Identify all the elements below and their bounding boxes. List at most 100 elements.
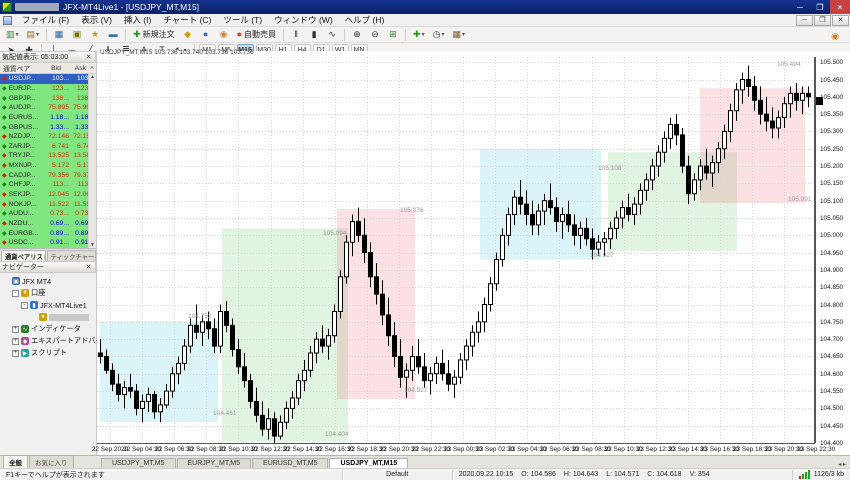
market-watch-row[interactable]: ◆ AUDU... 0.73... 0.73...: [0, 208, 96, 219]
market-watch-row[interactable]: ◆ CADJP... 79.356 79.371: [0, 170, 96, 181]
bar-chart-button[interactable]: ‖: [288, 28, 304, 42]
data-window-button[interactable]: ▣: [69, 28, 85, 42]
tab-scroll-arrows[interactable]: ◂ ▸: [838, 462, 846, 468]
arrows-button[interactable]: ↖▾: [172, 43, 190, 57]
cursor-button[interactable]: ➤: [7, 44, 15, 55]
minimize-button[interactable]: ─: [797, 2, 803, 12]
scrollbar-up-icon[interactable]: ▲: [90, 74, 95, 80]
market-watch-tab[interactable]: 通貨ペアリスト: [1, 250, 46, 261]
panel-tab[interactable]: お気に入り: [29, 455, 74, 468]
market-watch-row[interactable]: ◆ USDC... 0.91... 0.91...: [0, 237, 96, 248]
navigator-item-スクリプト[interactable]: + ▶ スクリプト: [0, 347, 96, 359]
news-button[interactable]: ◉: [216, 28, 232, 42]
navigator-item-JFX-MT4Live1[interactable]: - ▮ JFX-MT4Live1: [0, 299, 96, 311]
status-profile[interactable]: Default: [343, 469, 453, 480]
indicators-button[interactable]: ✚ ▾: [410, 28, 428, 42]
candlestick-button[interactable]: ▮: [306, 28, 322, 42]
panel-tab[interactable]: 全般: [3, 455, 28, 468]
tree-expander-icon[interactable]: +: [12, 349, 19, 357]
chart-window[interactable]: USDJPY_MT,M15 103.736 103.740 103.736 10…: [92, 49, 850, 455]
navigator-close-icon[interactable]: ✕: [85, 264, 92, 271]
line-chart-button[interactable]: ∿: [324, 28, 340, 42]
vertical-line-button[interactable]: │: [51, 45, 57, 55]
symbol-cell: ◆ NOKJP...: [0, 201, 46, 208]
market-watch-row[interactable]: ◆ ZARJP... 6.741 6.749: [0, 141, 96, 152]
close-button[interactable]: ✕: [830, 0, 850, 14]
templates-button[interactable]: ▦ ▾: [449, 28, 468, 42]
tree-expander-icon[interactable]: +: [12, 337, 19, 345]
market-watch-row[interactable]: ◆ EURJP... 123... 123...: [0, 83, 96, 94]
market-watch-row[interactable]: ◆ NZDJP... 72.146 72.155: [0, 131, 96, 142]
market-watch-row[interactable]: ◆ NZDU... 0.69... 0.69...: [0, 218, 96, 229]
child-minimize-button[interactable]: ─: [796, 14, 813, 26]
market-watch-button[interactable]: ▦: [51, 28, 67, 42]
market-watch-row[interactable]: ◆ GBPJP... 138... 138...: [0, 93, 96, 103]
market-watch-row[interactable]: ◆ USDJP... 103... 103...: [0, 74, 96, 84]
symbols-button[interactable]: ●: [198, 28, 214, 42]
new-order-button[interactable]: ✚ 新規注文: [130, 28, 178, 42]
menu-item-4[interactable]: ツール (T): [223, 14, 263, 25]
menu-item-6[interactable]: ヘルプ (H): [344, 14, 385, 25]
text-button[interactable]: A: [140, 45, 147, 55]
zoom-in-button[interactable]: ⊕: [349, 28, 365, 42]
horizontal-line-button[interactable]: ─: [68, 45, 76, 55]
navigator-item-エキスパートアドバイザ[interactable]: + ◆ エキスパートアドバイザ: [0, 335, 110, 347]
navigator-item[interactable]: ●: [0, 311, 96, 323]
tile-windows-button[interactable]: ⊞: [385, 28, 401, 42]
candlestick-chart[interactable]: 104.752 104.461 104.404 104.527 105.094 105.0…: [97, 57, 815, 443]
periods-button[interactable]: ◷ ▾: [430, 28, 448, 42]
market-watch-row[interactable]: ◆ TRYJP... 13.525 13.582: [0, 151, 96, 161]
market-watch-row[interactable]: ◆ SEKJP... 12.045 12.067: [0, 189, 96, 200]
new-chart-button[interactable]: ▥ ▾: [3, 28, 22, 42]
navigator-item-インディケータ[interactable]: + ∿ インディケータ: [0, 323, 96, 335]
terminal-button[interactable]: ▬: [105, 28, 121, 42]
label-button[interactable]: T: [159, 45, 165, 55]
channel-button[interactable]: ∥: [105, 44, 111, 55]
market-watch-row[interactable]: ◆ GBPUS... 1.33... 1.33...: [0, 122, 96, 132]
tree-expander-icon[interactable]: +: [12, 325, 19, 333]
menu-item-0[interactable]: ファイル (F): [22, 14, 70, 25]
tree-expander-icon[interactable]: -: [21, 301, 28, 309]
scrollbar-down-icon[interactable]: ▼: [90, 242, 95, 248]
menu-item-1[interactable]: 表示 (V): [81, 14, 112, 25]
market-watch-close-icon[interactable]: ✕: [85, 54, 92, 61]
market-watch-scrollbar[interactable]: ▲ ▼: [88, 74, 96, 248]
chart-tab[interactable]: EURUSD_MT,M5: [252, 458, 329, 468]
navigator-item-口座[interactable]: - ¥ 口座: [0, 287, 96, 299]
price-axis[interactable]: 105.500 105.450 105.400 105.350 105.300 105.2…: [815, 57, 850, 447]
chart-tab[interactable]: USDJPY_MT,M15: [329, 458, 409, 468]
chart-tab[interactable]: EURJPY_MT,M5: [176, 458, 252, 468]
market-watch-row[interactable]: ◆ CHFJP... 113... 113...: [0, 180, 96, 190]
market-watch-row[interactable]: ◆ NOKJP... 11.522 11.552: [0, 199, 96, 209]
menu-item-2[interactable]: 挿入 (I): [123, 14, 152, 25]
zoom-out-button[interactable]: ⊖: [367, 28, 383, 42]
maximize-button[interactable]: ❒: [816, 2, 824, 12]
child-restore-button[interactable]: ❒: [814, 14, 831, 26]
ask-value: 1.33...: [75, 123, 94, 131]
tree-expander-icon[interactable]: -: [12, 289, 19, 297]
market-watch-row[interactable]: ◆ AUDJP... 75.895 75.902: [0, 102, 96, 113]
scroll-up-icon[interactable]: ˄: [90, 64, 94, 72]
notification-icon[interactable]: ◉: [831, 30, 839, 41]
column-ask[interactable]: Ask: [74, 64, 86, 72]
market-watch-row[interactable]: ◆ EURGB... 0.89... 0.89...: [0, 228, 96, 238]
fibonacci-button[interactable]: ≣: [122, 44, 130, 55]
chart-tab[interactable]: USDJPY_MT,M5: [101, 458, 176, 468]
time-axis[interactable]: 22 Sep 2020 22 Sep 04:30 22 Sep 06:30 22 Se…: [92, 443, 835, 455]
market-watch-tab[interactable]: ティックチャート: [46, 250, 96, 261]
menu-item-5[interactable]: ウィンドウ (W): [274, 14, 333, 25]
market-watch-row[interactable]: ◆ EURUS... 1.18... 1.18...: [0, 112, 96, 123]
column-symbol[interactable]: 通貨ペア: [3, 66, 31, 73]
menu-item-3[interactable]: チャート (C): [163, 14, 212, 25]
child-close-button[interactable]: ✕: [832, 14, 849, 26]
crosshair-button[interactable]: ✚: [25, 44, 33, 55]
chart-plot[interactable]: 104.752 104.461 104.404 104.527 105.094 105.0…: [97, 57, 815, 443]
market-watch-row[interactable]: ◆ MXNJP... 5.172 5.175: [0, 160, 96, 171]
navigator-item-JFX MT4[interactable]: ▣ JFX MT4: [0, 275, 96, 287]
auto-trading-button[interactable]: ● 自動売買: [234, 28, 279, 42]
profiles-button[interactable]: ▤ ▾: [24, 28, 43, 42]
column-bid[interactable]: Bid: [51, 64, 61, 72]
navigator-button[interactable]: ★: [87, 28, 103, 42]
trendline-button[interactable]: ╱: [87, 44, 93, 55]
metaeditor-button[interactable]: ◆: [180, 28, 196, 42]
